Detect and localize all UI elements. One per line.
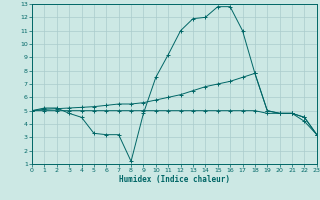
X-axis label: Humidex (Indice chaleur): Humidex (Indice chaleur) [119, 175, 230, 184]
